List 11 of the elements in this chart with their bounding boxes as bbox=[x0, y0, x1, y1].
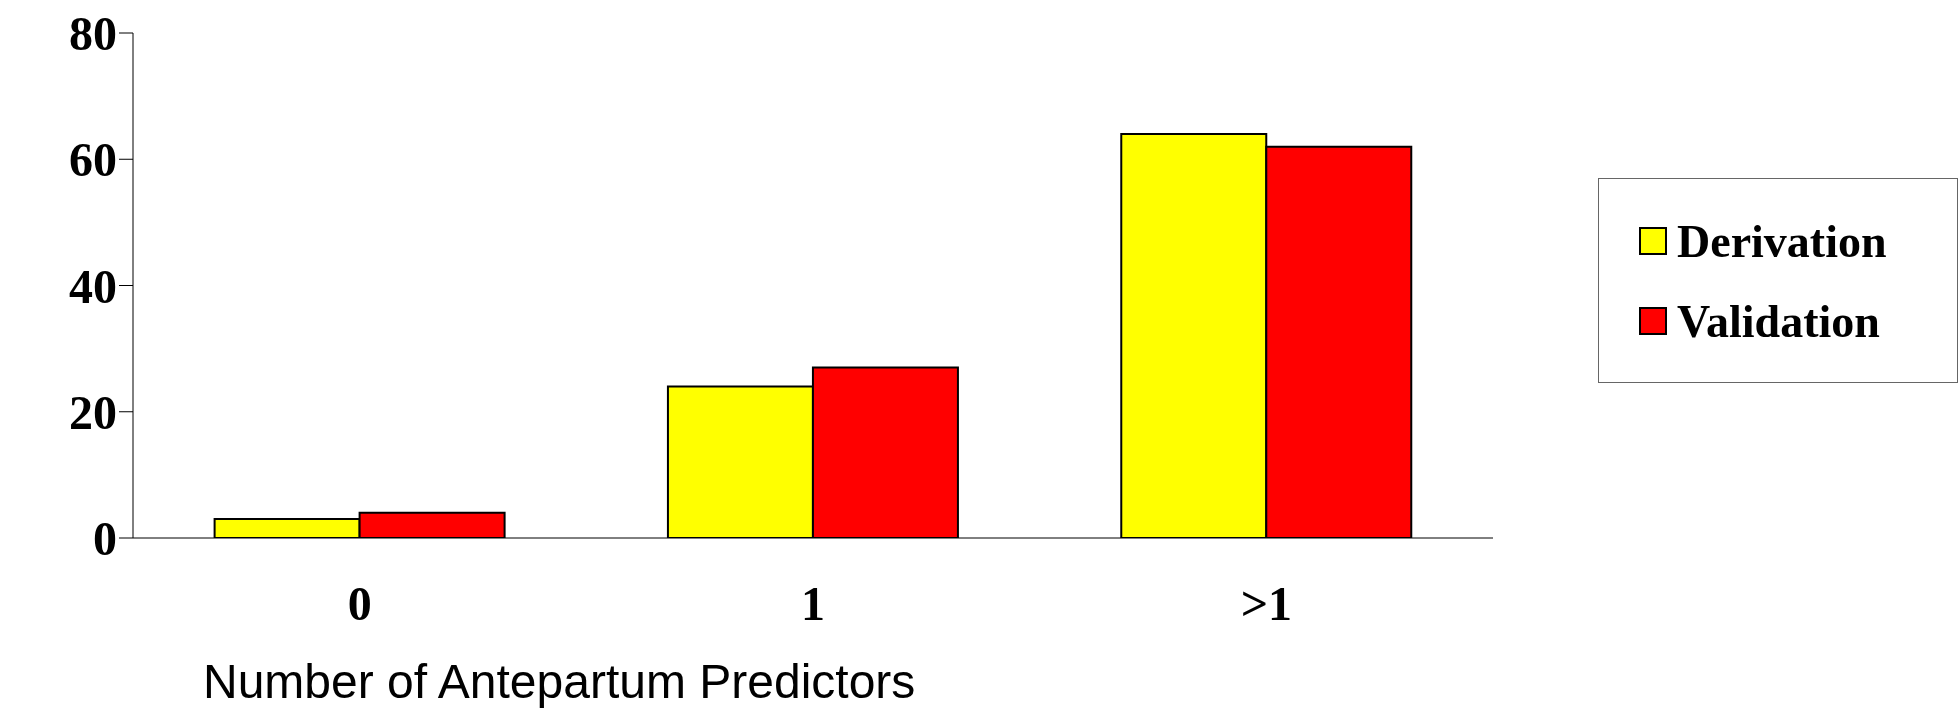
legend-label: Validation bbox=[1677, 294, 1880, 348]
x-tick-label: 0 bbox=[347, 577, 372, 631]
y-tick-label: 0 bbox=[93, 512, 117, 566]
y-tick-label: 20 bbox=[69, 385, 117, 439]
y-tick-label: 40 bbox=[69, 259, 117, 313]
x-tick-label: 1 bbox=[801, 577, 825, 631]
y-tick-label: 80 bbox=[69, 7, 117, 61]
legend-label: Derivation bbox=[1677, 214, 1887, 268]
x-tick-label: >1 bbox=[1240, 577, 1293, 631]
y-tick-label: 60 bbox=[69, 133, 117, 187]
x-axis-title: Number of Antepartum Predictors bbox=[203, 655, 916, 708]
